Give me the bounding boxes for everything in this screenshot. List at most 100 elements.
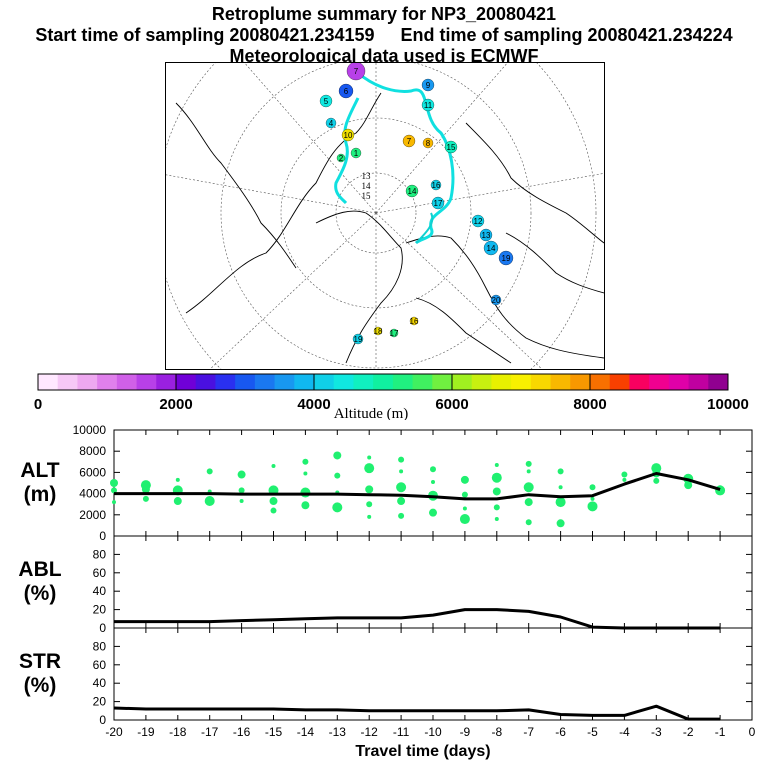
scatter-point bbox=[334, 472, 341, 479]
x-tick-label: -3 bbox=[651, 725, 662, 739]
trajectory-marker bbox=[498, 250, 514, 266]
scatter-point bbox=[430, 466, 436, 473]
scatter-point bbox=[429, 508, 437, 517]
x-tick-label: -15 bbox=[265, 725, 283, 739]
trajectory-marker bbox=[352, 333, 364, 345]
trajectory-marker bbox=[421, 98, 435, 112]
scatter-point bbox=[300, 487, 311, 498]
scatter-point bbox=[270, 507, 277, 514]
met-data-label: Meteorological data used is ECMWF bbox=[229, 46, 539, 66]
trajectory-marker bbox=[341, 128, 355, 142]
y-tick-label: 0 bbox=[99, 713, 106, 727]
colorbar-cell bbox=[708, 374, 729, 390]
trajectory-marker-label: 15 bbox=[447, 143, 456, 152]
y-tick-label: 8000 bbox=[79, 444, 106, 458]
x-tick-label: -14 bbox=[297, 725, 315, 739]
scatter-point bbox=[525, 460, 532, 467]
trajectory-marker-label: 14 bbox=[487, 244, 496, 253]
trajectory-marker bbox=[409, 316, 419, 326]
trajectory-marker bbox=[325, 117, 337, 129]
chart-title: Retroplume summary for NP3_20080421 bbox=[211, 4, 557, 24]
scatter-point bbox=[492, 487, 501, 496]
trajectory-marker bbox=[405, 184, 419, 198]
scatter-point bbox=[142, 495, 149, 502]
series-line bbox=[113, 704, 721, 721]
colorbar-cell bbox=[471, 374, 492, 390]
scatter-point bbox=[111, 487, 117, 494]
colorbar-cell bbox=[530, 374, 552, 390]
y-axis-title: ABL bbox=[18, 558, 61, 581]
colorbar-tick-label: 8000 bbox=[573, 396, 606, 413]
trajectory-marker bbox=[479, 228, 493, 242]
trajectory-marker bbox=[373, 326, 383, 336]
y-tick-label: 4000 bbox=[79, 487, 106, 501]
trajectory-marker-label: 17 bbox=[390, 329, 399, 338]
y-axis-title: (m) bbox=[24, 483, 57, 506]
trajectory-marker bbox=[350, 147, 362, 159]
x-tick-label: 0 bbox=[749, 725, 756, 739]
scatter-point bbox=[431, 479, 435, 484]
colorbar-cell bbox=[235, 374, 256, 390]
trajectory-marker bbox=[421, 78, 435, 92]
x-tick-label: -1 bbox=[715, 725, 726, 739]
colorbar-cell bbox=[38, 374, 59, 390]
y-tick-label: 80 bbox=[93, 639, 107, 653]
x-tick-label: -7 bbox=[523, 725, 534, 739]
trajectory-marker bbox=[471, 214, 485, 228]
colorbar-cell bbox=[77, 374, 98, 390]
scatter-point bbox=[399, 469, 404, 474]
x-axis-title: Travel time (days) bbox=[355, 743, 490, 760]
x-tick-label: -20 bbox=[105, 725, 123, 739]
y-tick-label: 40 bbox=[93, 584, 107, 598]
scatter-point bbox=[365, 485, 374, 494]
trajectory-marker bbox=[422, 137, 434, 149]
scatter-point bbox=[524, 498, 533, 507]
colorbar-label: Altitude (m) bbox=[334, 406, 409, 420]
colorbar-cell bbox=[629, 374, 650, 390]
scatter-point bbox=[590, 496, 595, 501]
x-tick-label: -16 bbox=[233, 725, 251, 739]
colorbar-cell bbox=[550, 374, 571, 390]
trajectory-marker-label: 6 bbox=[344, 87, 349, 96]
scatter-point bbox=[494, 517, 499, 522]
y-tick-label: 20 bbox=[93, 695, 107, 709]
scatter-point bbox=[204, 496, 215, 507]
colorbar-cell bbox=[274, 374, 295, 390]
trajectory-day-label: 15 bbox=[362, 191, 372, 201]
end-time-label: End time of sampling 20080421.234224 bbox=[400, 25, 733, 45]
trajectory-marker-label: 19 bbox=[354, 335, 363, 344]
scatter-point bbox=[523, 482, 534, 493]
colorbar-tick-label: 0 bbox=[34, 396, 42, 413]
colorbar-cell bbox=[294, 374, 315, 390]
scatter-point bbox=[303, 471, 308, 476]
x-tick-label: -2 bbox=[683, 725, 694, 739]
trajectory-marker-label: 13 bbox=[482, 231, 491, 240]
y-tick-label: 10000 bbox=[73, 423, 107, 437]
scatter-point bbox=[271, 464, 276, 469]
colorbar-cell bbox=[688, 374, 709, 390]
y-axis-title: STR bbox=[19, 650, 61, 673]
trajectory-marker-label: 18 bbox=[374, 327, 383, 336]
scatter-point bbox=[398, 512, 405, 519]
y-axis-title: (%) bbox=[24, 582, 57, 605]
x-tick-label: -10 bbox=[424, 725, 442, 739]
chart-panel-abl: 0 20 40 60 80 ABL(%) bbox=[18, 535, 753, 635]
y-tick-label: 6000 bbox=[79, 465, 106, 479]
trajectory-marker bbox=[431, 196, 445, 210]
colorbar-cell bbox=[609, 374, 630, 390]
scatter-point bbox=[491, 472, 502, 483]
colorbar-cell bbox=[511, 374, 532, 390]
trajectory-marker-label: 7 bbox=[407, 137, 412, 146]
scatter-point bbox=[173, 497, 182, 506]
series-line bbox=[114, 472, 721, 501]
colorbar-cell bbox=[314, 374, 335, 390]
scatter-point bbox=[525, 519, 532, 526]
trajectory-marker bbox=[490, 294, 502, 306]
x-tick-label: -4 bbox=[619, 725, 630, 739]
colorbar-cell bbox=[97, 374, 118, 390]
trajectory-marker-label: 5 bbox=[324, 97, 329, 106]
trajectory-day-label: 14 bbox=[362, 181, 372, 191]
scatter-point bbox=[238, 487, 245, 494]
